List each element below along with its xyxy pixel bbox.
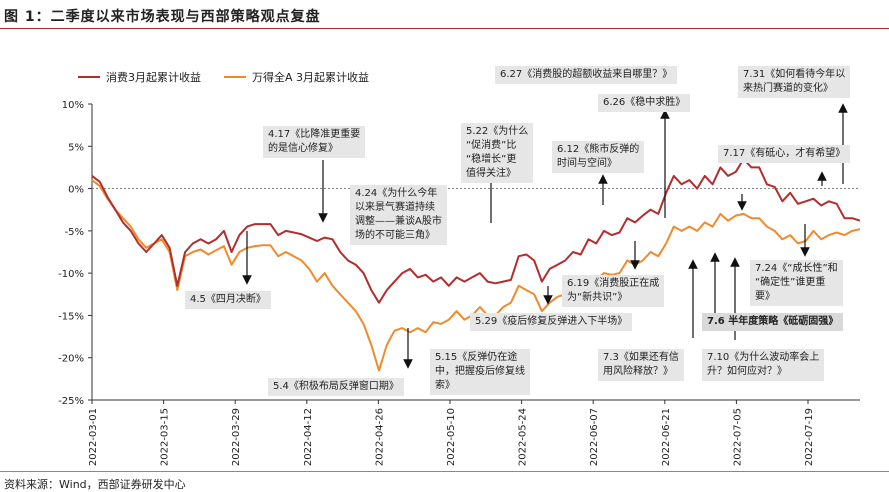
- y-tick-label: -10%: [58, 269, 84, 280]
- annotation-a11: 6.26《稳中求胜》: [598, 94, 691, 112]
- series-line-1: [91, 158, 861, 304]
- x-tick-label: 2022-04-12: [303, 408, 314, 466]
- legend-label: 消费3月起累计收益: [106, 71, 201, 84]
- annotation-a16: 7.24《“成长性”和 “确定性”谁更重 要》: [750, 260, 843, 306]
- annotation-a4: 5.4《积极布局反弹窗口期》: [268, 378, 404, 396]
- x-tick-label: 2022-06-21: [661, 408, 672, 466]
- x-tick-label: 2022-04-26: [374, 408, 385, 466]
- footer-rule: [0, 471, 889, 472]
- line-chart: -25% -20% -15% -10% -5% 0% 5% 10% 2022-03-01 2022…: [58, 100, 861, 466]
- x-tick-label: 2022-05-24: [518, 408, 529, 466]
- x-tick-label: 2022-03-29: [231, 408, 242, 466]
- x-tick-label: 2022-05-10: [446, 408, 457, 466]
- annotation-a3: 4.24《为什么今年 以来景气赛道持续 调整——兼谈A股市 场的不可能三角》: [350, 185, 447, 245]
- x-tick-label: 2022-07-05: [732, 408, 743, 466]
- x-tick-label: 2022-07-19: [804, 408, 815, 466]
- x-tick-label: 2022-03-15: [160, 408, 171, 466]
- annotation-a1: 4.5《四月决断》: [185, 291, 271, 309]
- legend-item-wind-a: 万得全A 3月起累计收益: [224, 69, 369, 85]
- y-tick-label: -5%: [65, 227, 84, 238]
- annotation-a14: 7.10《为什么波动率会上 升？如何应对？》: [702, 349, 825, 381]
- y-tick-label: -15%: [58, 311, 84, 322]
- annotation-a13: 7.6 半年度策略《砥砺固强》: [702, 313, 844, 331]
- legend-label: 万得全A 3月起累计收益: [252, 71, 370, 84]
- annotation-a7: 5.29《疫后修复反弹进入下半场》: [470, 313, 633, 331]
- y-tick-label: -20%: [58, 354, 84, 365]
- chart-series: [91, 158, 861, 372]
- y-tick-label: 5%: [68, 142, 84, 153]
- annotation-a5: 5.15《反弹仍在途 中，把握疫后修复线 索》: [430, 349, 530, 395]
- annotation-a15: 7.17《有砥心，才有希望》: [718, 145, 851, 163]
- annotation-a12: 7.3《如果还有信 用风险释放？》: [598, 349, 684, 381]
- chart-axes: -25% -20% -15% -10% -5% 0% 5% 10% 2022-03-01 2022…: [58, 100, 860, 466]
- annotation-a9: 6.19《消费股正在成 为“新共识”》: [562, 275, 665, 307]
- x-tick-label: 2022-06-07: [589, 408, 600, 466]
- legend-item-consumer: 消费3月起累计收益: [78, 69, 201, 85]
- y-tick-label: 10%: [62, 100, 84, 111]
- annotation-a8: 6.12《熊市反弹的 时间与空间》: [552, 141, 645, 173]
- annotation-a17: 7.31《如何看待今年以 来热门赛道的变化》: [738, 66, 851, 98]
- source-note: 资料来源：Wind，西部证券研发中心: [4, 478, 186, 491]
- y-tick-label: -25%: [58, 396, 84, 407]
- legend-swatch: [224, 76, 246, 78]
- y-tick-label: 0%: [68, 185, 84, 196]
- series-line-2: [91, 179, 861, 372]
- figure-title: 图 1：二季度以来市场表现与西部策略观点复盘: [4, 9, 321, 25]
- legend-swatch: [78, 76, 100, 78]
- title-rule: [0, 28, 889, 29]
- annotation-a6: 5.22《为什么 “促消费”比 “稳增长”更 值得关注》: [461, 123, 534, 183]
- annotation-a2: 4.17《比降准更重要 的是信心修复》: [263, 126, 366, 158]
- x-tick-label: 2022-03-01: [88, 408, 99, 466]
- annotation-a10: 6.27《消费股的超额收益来自哪里？》: [495, 66, 678, 84]
